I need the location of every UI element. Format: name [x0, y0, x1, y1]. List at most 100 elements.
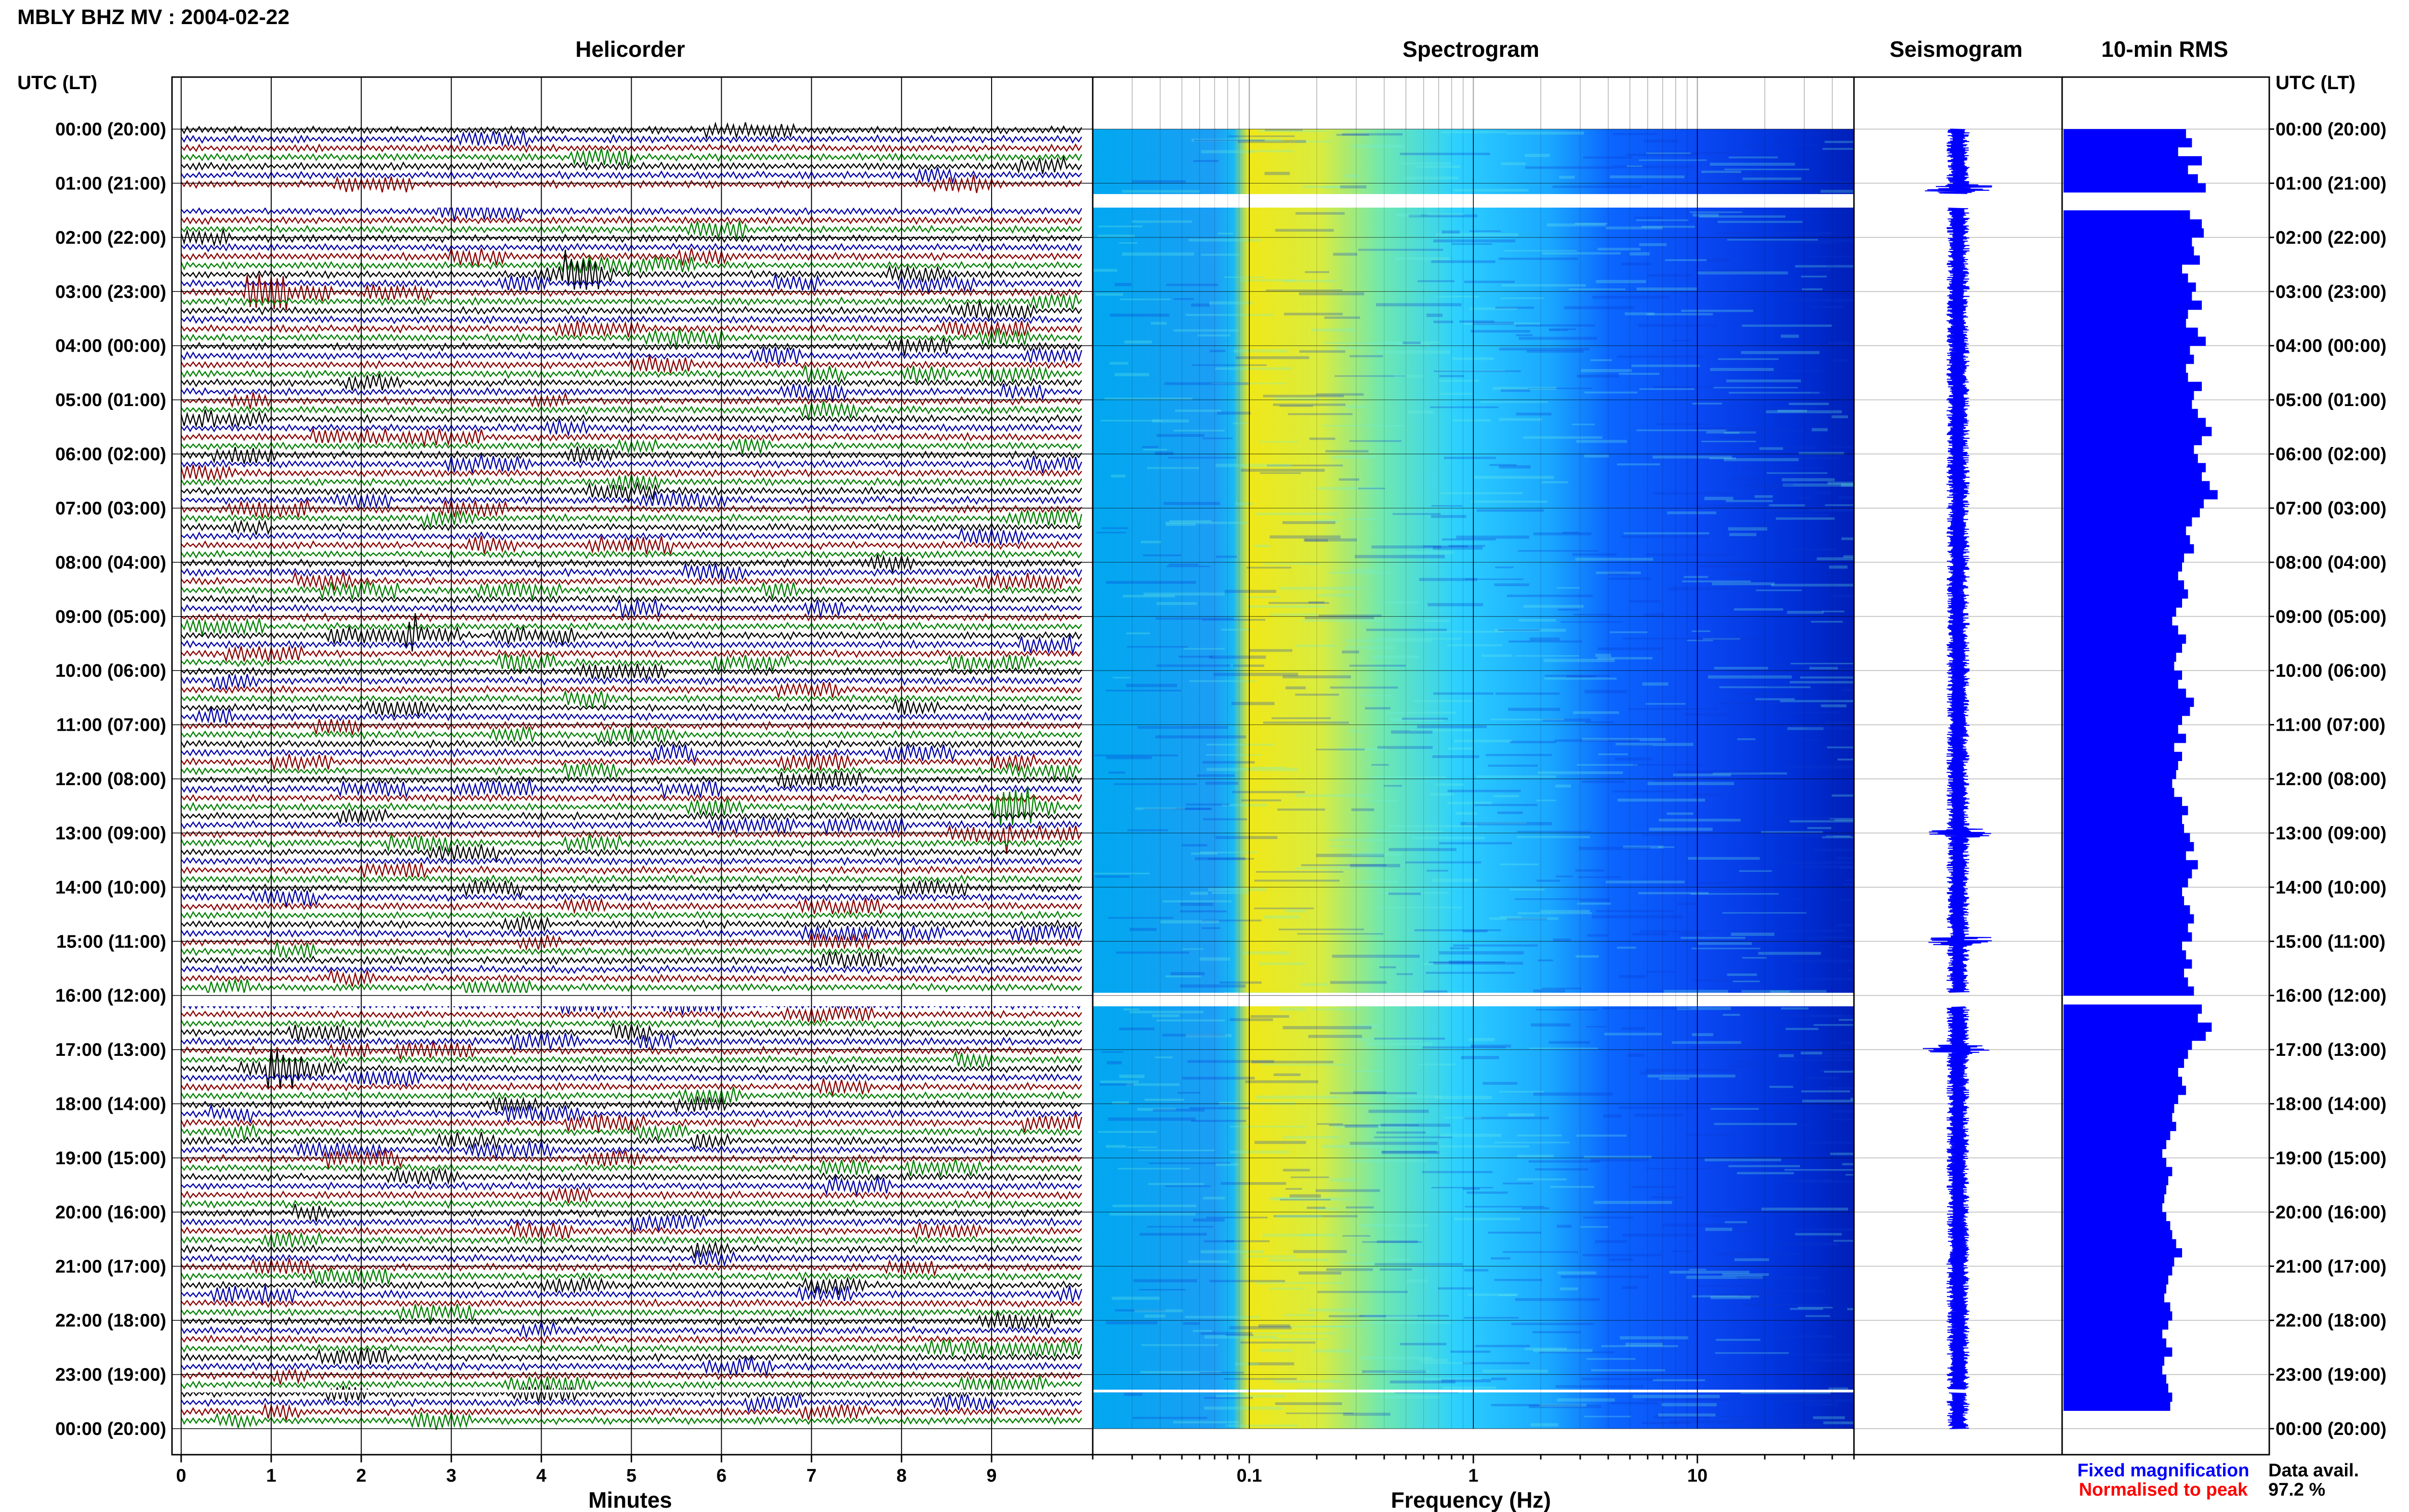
spectrogram-cell [1642, 1422, 1691, 1424]
spectrogram-cell [1149, 1162, 1231, 1164]
rms-bar [2064, 499, 2204, 509]
spectrogram-cell [1524, 1347, 1567, 1351]
spectrogram-cell [1803, 738, 1820, 741]
spectrogram-cell [1677, 902, 1697, 905]
spectrogram-cell [1615, 757, 1653, 761]
spectrogram-cell [1518, 550, 1599, 552]
spectrogram-cell [1270, 613, 1318, 616]
spectrogram-cell [1099, 1083, 1134, 1086]
rms-bar [2064, 1013, 2198, 1023]
spectrogram-cell [1524, 154, 1550, 157]
spectrogram-cell [1515, 655, 1580, 657]
spectrogram-cell [1676, 770, 1760, 774]
spectrogram-cell [1133, 1417, 1207, 1419]
spectrogram-cell [1698, 1285, 1756, 1287]
spectrogram-cell [1339, 748, 1387, 751]
spectrogram-cell [1305, 539, 1328, 542]
rms-bar [2064, 724, 2178, 734]
spectrogram-cell [1694, 504, 1771, 507]
spectrogram-cell [1448, 747, 1474, 750]
spectrogram-cell [1358, 695, 1392, 697]
spectrogram-cell [1188, 1260, 1229, 1263]
rms-bar [2064, 1293, 2165, 1303]
rms-bar [2064, 679, 2178, 689]
spectrogram-cell [1220, 1182, 1286, 1185]
spectrogram-cell [1393, 374, 1424, 378]
spectrogram-cell [1718, 221, 1803, 223]
spectrogram-cell [1533, 1092, 1613, 1096]
spectrogram-cell [1745, 144, 1817, 146]
time-tick-left: 19:00 (15:00) [55, 1148, 166, 1169]
spectrogram-cell [1390, 1380, 1456, 1384]
rms-bar [2064, 1212, 2167, 1222]
spectrogram-cell [1751, 1155, 1797, 1157]
spectrogram-cell [1596, 571, 1641, 574]
spectrogram-cell [1663, 989, 1729, 993]
rms-bar [2064, 878, 2188, 888]
spectrogram-cell [1756, 589, 1802, 592]
rms-bar [2064, 165, 2188, 175]
rms-bar [2064, 824, 2184, 833]
spectrogram-cell [1297, 933, 1384, 935]
spectrogram-cell [1100, 1080, 1139, 1083]
spectrogram-cell [1271, 717, 1331, 719]
spectrogram-texture [1093, 129, 1854, 1427]
spectrogram-cell [1325, 450, 1369, 453]
rms-bar [2064, 959, 2192, 969]
spectrogram-cell [1182, 1077, 1255, 1080]
spectrogram-cell [1155, 618, 1234, 620]
spectrogram-cell [1180, 984, 1246, 988]
spectrogram-cell [1655, 779, 1694, 782]
spectrogram-cell [1140, 1371, 1221, 1373]
spectrogram-x-tick-label: 1 [1468, 1466, 1478, 1486]
spectrogram-cell [1701, 171, 1741, 173]
rms-bar [2064, 905, 2190, 915]
spectrogram-cell [1152, 1014, 1179, 1017]
spectrogram-cell [1129, 1011, 1204, 1013]
time-tick-left: 15:00 (11:00) [56, 932, 166, 952]
spectrogram-cell [1807, 268, 1831, 272]
spectrogram-cell [1584, 1416, 1631, 1418]
spectrogram-cell [1761, 1208, 1848, 1211]
spectrogram-cell [1843, 555, 1854, 558]
spectrogram-cell [1447, 644, 1502, 646]
spectrogram-cell [1332, 1104, 1378, 1106]
spectrogram-cell [1665, 259, 1707, 261]
spectrogram-cell [1283, 280, 1336, 282]
spectrogram-cell [1134, 1309, 1183, 1313]
spectrogram-cell [1731, 477, 1758, 481]
spectrogram-cell [1699, 215, 1786, 218]
spectrogram-cell [1174, 298, 1194, 300]
spectrogram-cell [1636, 219, 1689, 221]
spectrogram-cell [1788, 403, 1829, 405]
spectrogram-cell [1101, 1051, 1124, 1053]
spectrogram-cell [1577, 374, 1619, 378]
spectrogram-cell [1654, 386, 1714, 388]
spectrogram-cell [1727, 973, 1757, 976]
spectrogram-cell [1810, 508, 1854, 511]
spectrogram-cell [1219, 981, 1262, 984]
spectrogram-cell [1717, 702, 1789, 705]
spectrogram-cell [1191, 138, 1282, 142]
spectrogram-cell [1795, 265, 1854, 268]
spectrogram-cell [1743, 1303, 1828, 1306]
spectrogram-cell [1772, 817, 1839, 819]
spectrogram-cell [1351, 853, 1402, 856]
spectrogram-cell [1488, 1231, 1541, 1234]
spectrogram-cell [1360, 1356, 1433, 1360]
spectrogram-cell [1621, 263, 1652, 266]
spectrogram-cell [1671, 1250, 1693, 1252]
spectrogram-cell [1498, 1294, 1517, 1296]
spectrogram-cell [1268, 602, 1329, 604]
spectrogram-cell [1283, 1169, 1310, 1171]
spectrogram-cell [1476, 775, 1556, 778]
rms-panel [2061, 76, 2270, 1456]
spectrogram-cell [1295, 212, 1345, 215]
spectrogram-cell [1470, 1044, 1511, 1048]
spectrogram-cell [1639, 243, 1667, 246]
spectrogram-cell [1694, 427, 1771, 430]
spectrogram-cell [1436, 295, 1479, 298]
spectrogram-cell [1328, 1315, 1387, 1317]
spectrogram-cell [1821, 704, 1847, 708]
spectrogram-cell [1831, 415, 1848, 419]
